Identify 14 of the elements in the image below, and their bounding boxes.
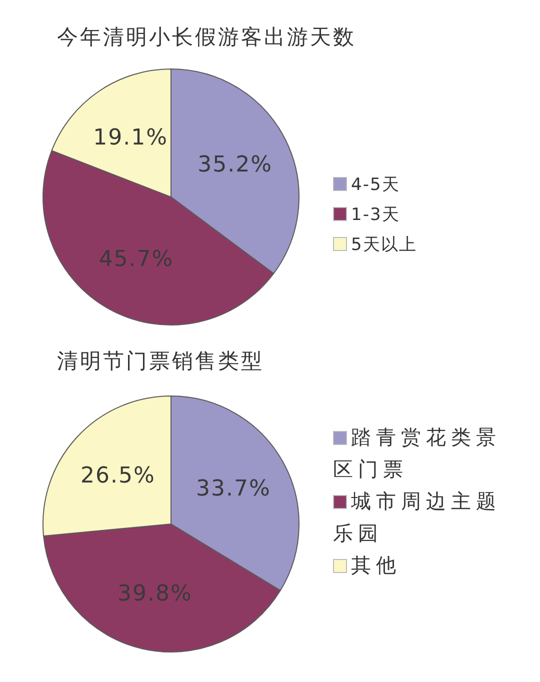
data-label: 35.2% — [198, 152, 273, 178]
data-label: 19.1% — [93, 125, 168, 150]
legend-label: 5天以上 — [351, 235, 417, 255]
legend-label: 城市周边主题乐园 — [333, 489, 501, 545]
legend-label: 4-5天 — [351, 175, 400, 195]
title: 清明节门票销售类型 — [57, 349, 264, 373]
title: 今年清明小长假游客出游天数 — [57, 25, 356, 49]
data-label: 33.7% — [196, 476, 271, 502]
legend-label: 1-3天 — [351, 205, 400, 225]
data-label: 26.5% — [80, 463, 156, 488]
legend-label: 踏青赏花类景区门票 — [333, 425, 501, 481]
data-label: 39.8% — [117, 581, 192, 606]
data-label: 45.7% — [98, 247, 174, 272]
legend-label: 其他 — [351, 553, 401, 577]
